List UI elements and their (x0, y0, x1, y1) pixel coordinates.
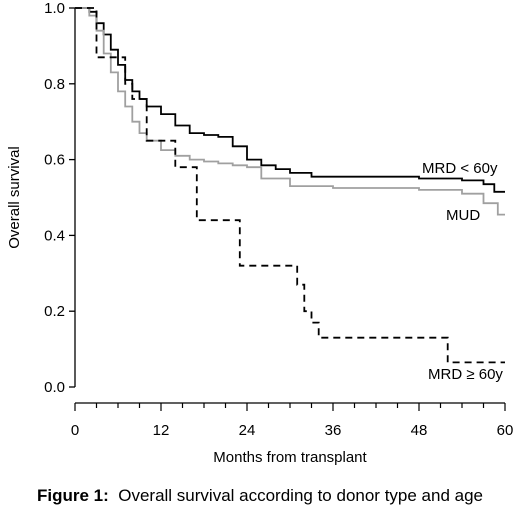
series-line-0 (75, 7, 505, 193)
y-tick-label: 0.4 (44, 227, 65, 244)
x-tick-label: 36 (325, 422, 342, 439)
series-line-2 (75, 7, 505, 364)
series-label-2: MRD ≥ 60y (428, 366, 503, 383)
y-axis-ticks: 0.0 0.2 0.4 0.6 0.8 1.0 (44, 0, 75, 396)
y-tick-label: 0.0 (44, 379, 65, 396)
x-axis-ticks: 0 12 24 36 48 60 (71, 403, 514, 439)
caption-text: Overall survival according to donor type… (118, 486, 483, 505)
y-axis-title: Overall survival (6, 146, 23, 249)
y-tick-label: 0.8 (44, 76, 65, 93)
series-group (75, 7, 505, 364)
x-tick-label: 48 (411, 422, 428, 439)
y-tick-label: 0.2 (44, 303, 65, 320)
survival-chart: 0.0 0.2 0.4 0.6 0.8 1.0 0 12 24 36 48 60 MRD < 60y… (6, 0, 514, 466)
series-label-0: MRD < 60y (422, 160, 498, 177)
caption-label: Figure 1: (36, 486, 109, 505)
x-axis-title: Months from transplant (213, 449, 367, 466)
y-tick-label: 1.0 (44, 0, 65, 17)
x-tick-label: 60 (497, 422, 514, 439)
figure-caption: Figure 1: Overall survival according to … (0, 486, 520, 506)
series-label-1: MUD (446, 207, 480, 224)
x-tick-label: 12 (153, 422, 170, 439)
x-tick-label: 24 (239, 422, 256, 439)
y-tick-label: 0.6 (44, 152, 65, 169)
series-line-1 (75, 7, 505, 216)
series-labels: MRD < 60y MUD MRD ≥ 60y (422, 160, 503, 383)
x-tick-label: 0 (71, 422, 79, 439)
